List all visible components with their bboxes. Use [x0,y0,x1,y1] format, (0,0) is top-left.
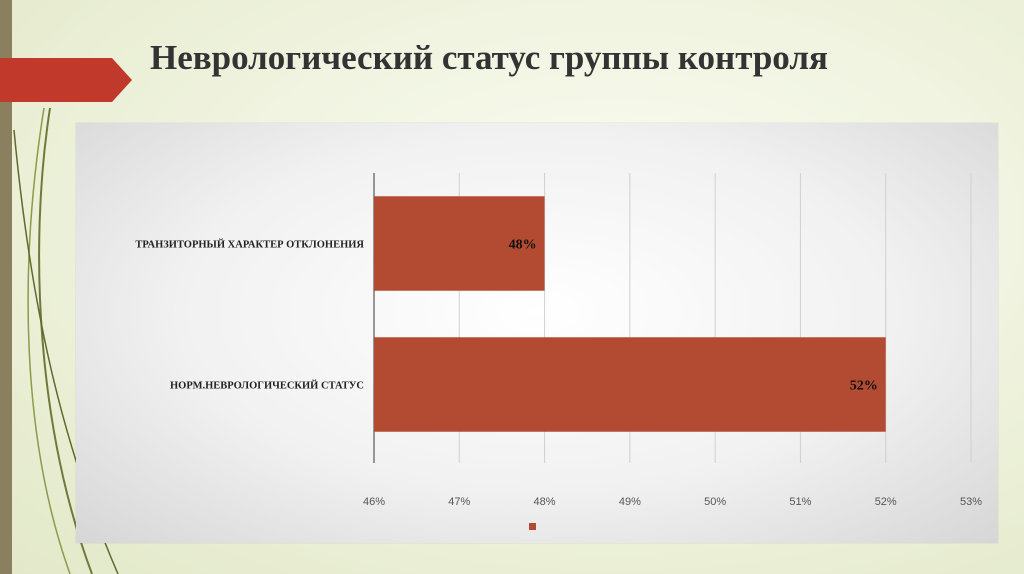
x-tick-label: 46% [363,496,385,508]
x-tick-label: 52% [875,496,897,508]
x-tick-label: 51% [789,496,811,508]
x-tick-label: 49% [619,496,641,508]
bar [374,337,886,432]
x-tick-label: 48% [534,496,556,508]
title-arrow [0,58,132,102]
legend [529,523,536,530]
chart-panel: 46% 47% 48% 49% 50% 51% 52% 53% ТРАНЗИТОРНЫЙ ХАР… [76,123,998,543]
x-tick-label: 47% [448,496,470,508]
category-label: НОРМ.НЕВРОЛОГИЧЕСКИЙ СТАТУС [170,380,364,392]
bar-chart: 46% 47% 48% 49% 50% 51% 52% 53% ТРАНЗИТОРНЫЙ ХАР… [135,173,982,530]
bar [374,196,545,291]
data-label: 52% [850,379,878,394]
left-stripe [0,0,12,574]
category-label: ТРАНЗИТОРНЫЙ ХАРАКТЕР ОТКЛОНЕНИЯ [135,239,364,251]
page-title: Неврологический статус группы контроля [150,38,828,77]
data-label: 48% [509,238,537,253]
labels: 46% 47% 48% 49% 50% 51% 52% 53% ТРАНЗИТОРНЫЙ ХАР… [135,238,982,509]
bars [374,196,886,432]
x-tick-label: 53% [960,496,982,508]
legend-marker [529,523,536,530]
x-tick-label: 50% [704,496,726,508]
